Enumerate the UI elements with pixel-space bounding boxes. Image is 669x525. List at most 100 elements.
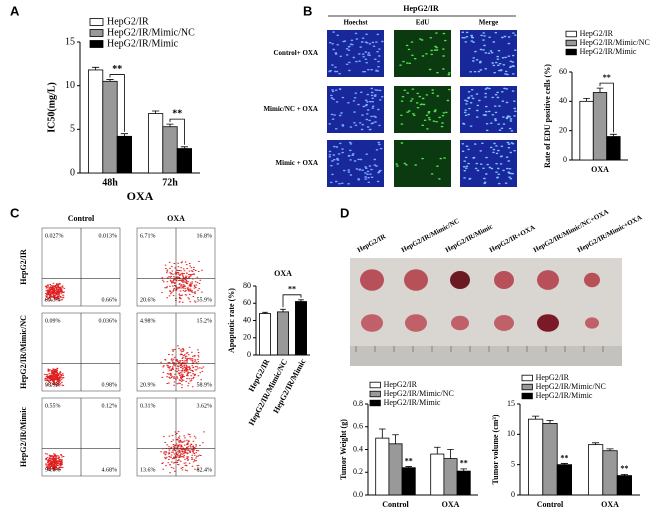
panel-label: D (340, 205, 349, 220)
bar (176, 148, 192, 174)
y-axis-label: Tumor volume (cm³) (491, 414, 500, 484)
tumor (537, 270, 559, 290)
significance: ** (172, 108, 182, 119)
error-bar (262, 311, 268, 314)
tumor (585, 317, 599, 329)
y-tick-label: 15 (65, 36, 75, 47)
legend-label: HepG2/IR/Mimic/NC (580, 38, 650, 47)
micro-column: EdU (416, 19, 430, 27)
quadrant-value: 20.9% (140, 382, 156, 388)
chart-title: OXA (274, 269, 292, 278)
tumor (584, 272, 600, 288)
legend-label: HepG2/IR/Mimic/NC (384, 389, 454, 398)
quadrant-value: 55.9% (197, 297, 213, 303)
flow-events (160, 345, 205, 389)
y-tick-label: 40 (559, 96, 567, 105)
legend-swatch (565, 39, 577, 47)
significance: ** (560, 453, 568, 462)
flow-events (43, 367, 65, 387)
legend-label: HepG2/IR (107, 16, 149, 27)
bar (430, 453, 445, 496)
tumor (494, 315, 514, 331)
error-bar (405, 466, 412, 468)
micro-cells (400, 88, 451, 130)
y-tick-label: 5 (511, 459, 515, 468)
quadrant-value: 16.8% (197, 233, 213, 239)
tumor (405, 314, 427, 332)
quadrant-value: 58.9% (197, 382, 213, 388)
legend-label: HepG2/IR (580, 29, 614, 38)
legend-swatch (89, 18, 104, 26)
micro-row: Control+ OXA (274, 49, 319, 57)
tumor-label: HepG2/IR+OXA (488, 223, 536, 254)
flow-events (44, 453, 65, 471)
y-tick-label: 0.4 (353, 444, 363, 453)
tumor (360, 269, 384, 291)
y-tick-label: 60 (559, 67, 567, 76)
bar (259, 313, 271, 356)
legend-swatch (89, 40, 104, 48)
micro-row: Mimic + OXA (276, 159, 318, 167)
flow-row: HepG2/IR/Mimic/NC (19, 315, 28, 389)
quadrant-value: 0.66% (102, 297, 118, 303)
quadrant-value: 20.6% (140, 297, 156, 303)
quadrant-value: 99.3% (45, 297, 61, 303)
bar (116, 135, 132, 174)
bar (277, 311, 289, 356)
tumor (361, 314, 383, 332)
error-bar (166, 123, 174, 127)
error-bar (606, 448, 614, 451)
x-tick-label: OXA (601, 500, 619, 509)
x-tick-label: Control (382, 500, 409, 509)
bar (588, 444, 604, 496)
legend-label: HepG2/IR/Mimic (384, 398, 441, 407)
flow-column: Control (68, 214, 95, 223)
y-tick-label: 10 (65, 80, 75, 91)
significance-bracket (109, 74, 125, 132)
error-bar (392, 434, 399, 444)
micro-column: Merge (479, 19, 498, 27)
y-tick-label: 0.8 (353, 399, 363, 408)
quadrant-value: 0.31% (140, 403, 156, 409)
flow-column: OXA (167, 214, 185, 223)
quadrant-value: 0.55% (45, 403, 61, 409)
error-bar (532, 415, 540, 420)
error-bar (546, 419, 554, 424)
tumor (451, 315, 469, 331)
legend-label: HepG2/IR/Mimic (536, 391, 593, 400)
legend-swatch (89, 29, 104, 37)
error-bar (560, 463, 568, 465)
bar (602, 450, 618, 496)
significance: ** (460, 459, 468, 468)
y-tick-label: 20 (243, 333, 251, 342)
y-tick-label: 0.2 (353, 467, 363, 476)
significance: ** (620, 464, 628, 473)
bar (579, 100, 594, 161)
legend-label: HepG2/IR/Mimic (580, 47, 637, 56)
quadrant-value: 94.6% (45, 467, 61, 473)
legend-swatch (369, 399, 381, 407)
x-tick-label: 72h (162, 177, 178, 188)
quadrant-value: 0.98% (102, 382, 118, 388)
legend-swatch (369, 390, 381, 398)
legend-label: HepG2/IR/Mimic/NC (107, 27, 195, 38)
quadrant-value: 3.62% (197, 403, 213, 409)
legend-swatch (565, 30, 577, 38)
bar (147, 113, 164, 174)
quadrant-value: 0.036% (99, 318, 118, 324)
quadrant-value: 13.6% (140, 467, 156, 473)
y-tick-label: 0 (70, 167, 75, 178)
significance: ** (288, 285, 296, 294)
micro-row: Mimic/NC + OXA (263, 105, 318, 113)
error-bar (152, 110, 160, 114)
micro-image (460, 86, 517, 133)
quadrant-value: 0.12% (102, 403, 118, 409)
tumor (494, 271, 514, 289)
tumor-label: HepG2/IR (356, 232, 388, 254)
error-bar (434, 446, 441, 455)
bar (616, 475, 633, 496)
error-bar (596, 87, 604, 93)
micro-title: HepG2/IR (403, 4, 439, 13)
x-tick-label: OXA (442, 500, 460, 509)
